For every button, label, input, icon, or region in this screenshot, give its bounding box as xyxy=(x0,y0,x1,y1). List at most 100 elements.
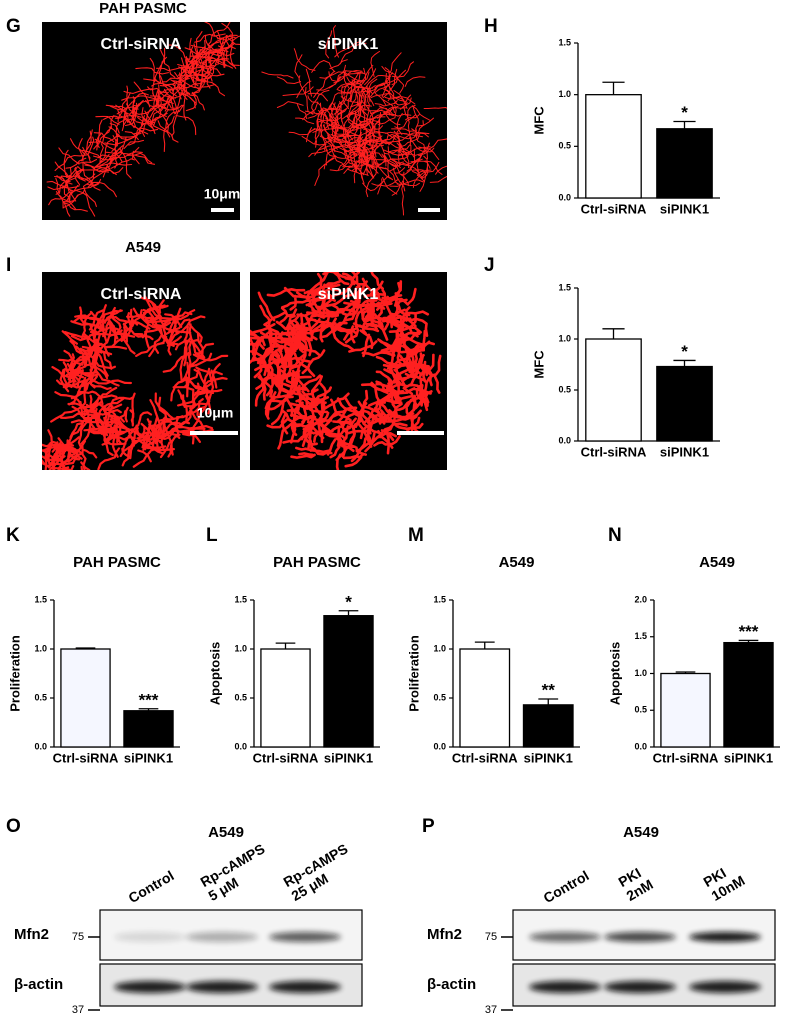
panel-letter: M xyxy=(408,525,424,546)
bar xyxy=(723,641,774,748)
scale-bar xyxy=(190,431,238,435)
panel-letter: J xyxy=(484,255,495,276)
bar xyxy=(260,648,311,748)
lane-label: PKI10nM xyxy=(700,858,747,904)
band xyxy=(114,932,186,942)
chart-title: PAH PASMC xyxy=(273,554,361,571)
bar xyxy=(656,128,713,199)
chart-title: A549 xyxy=(699,554,735,571)
panel-title: A549 xyxy=(125,239,161,256)
y-tick-label: 1.5 xyxy=(34,594,47,604)
y-tick-label: 0.0 xyxy=(634,741,647,751)
lane-label: PKI2nM xyxy=(615,862,655,904)
x-tick-label: Ctrl-siRNA xyxy=(53,750,119,765)
bar xyxy=(459,648,511,748)
band xyxy=(186,981,258,993)
lane-label: Rp-cAMPS25 μM xyxy=(280,840,358,903)
panel-letter: N xyxy=(608,525,622,546)
band xyxy=(604,932,676,942)
significance: ** xyxy=(542,680,556,699)
image-label: Ctrl-siRNA xyxy=(101,286,182,303)
y-tick-label: 1.0 xyxy=(634,668,647,678)
mitochondria xyxy=(250,272,442,470)
scale-bar xyxy=(211,208,234,212)
y-axis-label: Apoptosis xyxy=(607,642,622,706)
image-label: siPINK1 xyxy=(318,36,379,53)
panel-letter: L xyxy=(206,525,218,546)
significance: *** xyxy=(139,690,159,709)
y-tick-label: 1.0 xyxy=(558,89,571,99)
scale-label: 10μm xyxy=(197,405,234,421)
band xyxy=(604,981,676,993)
bar xyxy=(585,338,642,442)
band xyxy=(114,981,186,993)
y-tick-label: 1.5 xyxy=(634,631,647,641)
y-tick-label: 0.5 xyxy=(558,141,571,151)
band xyxy=(269,981,341,993)
panel-letter: G xyxy=(6,16,21,37)
band xyxy=(529,981,601,993)
y-tick-label: 1.0 xyxy=(433,643,446,653)
y-axis-label: Apoptosis xyxy=(207,642,222,706)
image-label: siPINK1 xyxy=(318,286,379,303)
y-tick-label: 0.5 xyxy=(558,384,571,394)
x-tick-label: siPINK1 xyxy=(724,750,773,765)
y-tick-label: 2.0 xyxy=(634,594,647,604)
marker-label: 37 xyxy=(72,1004,84,1013)
y-axis-label: MFC xyxy=(531,350,546,379)
mitochondria xyxy=(46,22,240,217)
significance: * xyxy=(345,592,352,611)
y-tick-label: 0.0 xyxy=(234,741,247,751)
scale-bar xyxy=(397,431,444,435)
bar xyxy=(60,648,111,748)
y-tick-label: 1.5 xyxy=(558,282,571,292)
x-tick-label: siPINK1 xyxy=(124,750,173,765)
bar xyxy=(585,94,642,199)
y-tick-label: 0.0 xyxy=(558,192,571,202)
bar xyxy=(656,365,713,442)
y-tick-label: 0.0 xyxy=(433,741,446,751)
y-tick-label: 0.5 xyxy=(234,692,247,702)
scale-bar xyxy=(418,208,440,212)
y-tick-label: 0.5 xyxy=(34,692,47,702)
x-tick-label: Ctrl-siRNA xyxy=(452,750,518,765)
x-tick-label: siPINK1 xyxy=(324,750,373,765)
band xyxy=(689,981,761,993)
chart-title: A549 xyxy=(499,554,535,571)
row-label: Mfn2 xyxy=(427,926,462,943)
bar xyxy=(123,710,174,748)
significance: * xyxy=(681,342,688,361)
panel-title: A549 xyxy=(208,824,244,841)
scale-label: 10μm xyxy=(204,186,241,202)
panel-letter: P xyxy=(422,816,435,837)
band xyxy=(529,932,601,942)
panel-letter: K xyxy=(6,525,20,546)
y-tick-label: 0.0 xyxy=(558,435,571,445)
bar xyxy=(522,704,574,748)
marker-label: 75 xyxy=(72,931,84,943)
lane-label: Rp-cAMPS5 μM xyxy=(197,840,275,903)
y-tick-label: 0.5 xyxy=(634,705,647,715)
lane-label-line: Control xyxy=(540,867,591,906)
y-axis-label: MFC xyxy=(531,106,546,135)
row-label: β-actin xyxy=(14,976,63,993)
panel-letter: H xyxy=(484,16,498,37)
x-tick-label: siPINK1 xyxy=(660,444,709,459)
band xyxy=(186,932,258,942)
mitochondria xyxy=(261,25,447,216)
row-label: β-actin xyxy=(427,976,476,993)
chart-title: PAH PASMC xyxy=(73,554,161,571)
band xyxy=(269,932,341,942)
bar xyxy=(323,615,374,748)
y-tick-label: 1.0 xyxy=(34,643,47,653)
panel-letter: I xyxy=(6,255,11,276)
marker-label: 75 xyxy=(485,931,497,943)
y-tick-label: 1.0 xyxy=(234,643,247,653)
band xyxy=(689,932,761,942)
lane-label: Control xyxy=(540,867,591,906)
row-label: Mfn2 xyxy=(14,926,49,943)
bar xyxy=(660,672,711,748)
panel-title: PAH PASMC xyxy=(99,0,187,17)
x-tick-label: siPINK1 xyxy=(524,750,573,765)
